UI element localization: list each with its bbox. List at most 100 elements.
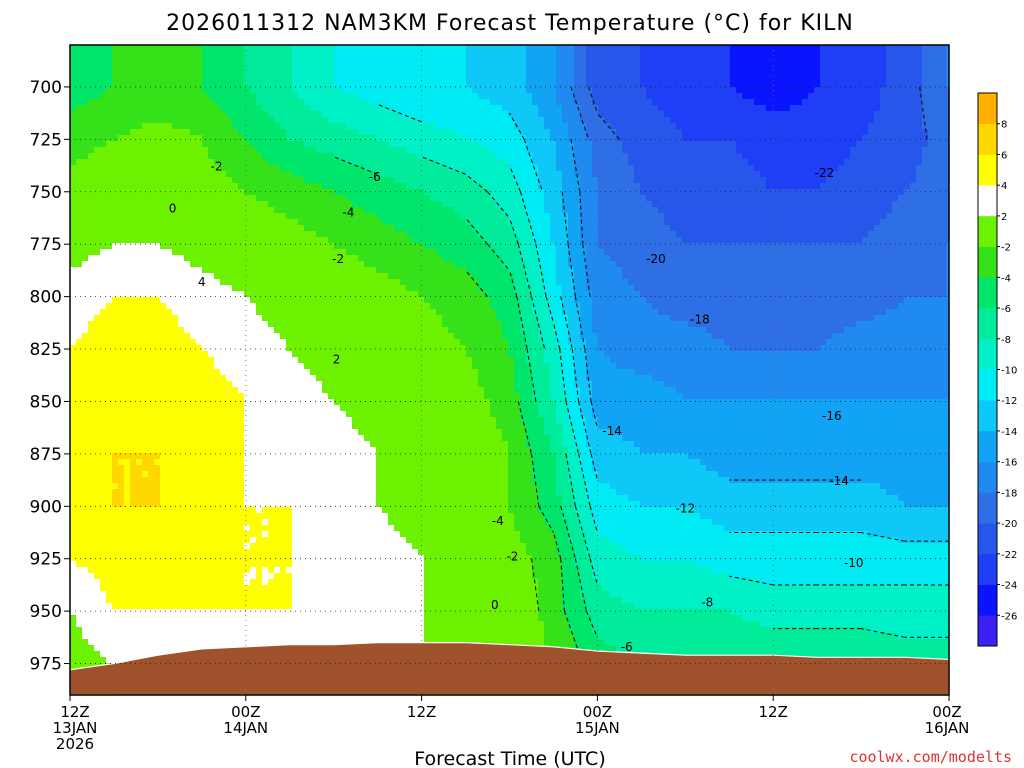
fill-cell	[244, 327, 251, 334]
fill-cell	[184, 639, 191, 646]
fill-cell	[220, 177, 227, 184]
fill-cell	[268, 531, 275, 538]
fill-cell	[70, 303, 77, 310]
fill-cell	[178, 441, 185, 448]
fill-cell	[70, 189, 77, 196]
fill-cell	[250, 531, 257, 538]
fill-cell	[142, 531, 149, 538]
fill-cell	[184, 165, 191, 172]
fill-cell	[316, 507, 323, 514]
fill-cell	[298, 273, 305, 280]
fill-cell	[310, 315, 317, 322]
fill-cell	[244, 273, 251, 280]
fill-cell	[262, 135, 269, 142]
fill-cell	[76, 543, 83, 550]
fill-cell	[178, 363, 185, 370]
fill-cell	[130, 465, 137, 472]
fill-cell	[130, 231, 137, 238]
fill-cell	[268, 597, 275, 604]
fill-cell	[250, 429, 257, 436]
fill-cell	[154, 435, 161, 442]
fill-cell	[238, 621, 245, 628]
fill-cell	[124, 45, 131, 52]
fill-cell	[250, 561, 257, 568]
fill-cell	[106, 579, 113, 586]
fill-cell	[286, 207, 293, 214]
fill-cell	[190, 321, 197, 328]
fill-cell	[304, 555, 311, 562]
fill-cell	[184, 267, 191, 274]
fill-cell	[280, 57, 287, 64]
fill-cell	[124, 453, 131, 460]
fill-cell	[184, 387, 191, 394]
fill-cell	[166, 105, 173, 112]
fill-cell	[286, 591, 293, 598]
fill-cell	[172, 201, 179, 208]
fill-cell	[70, 441, 77, 448]
fill-cell	[208, 195, 215, 202]
fill-cell	[226, 333, 233, 340]
fill-cell	[274, 105, 281, 112]
fill-cell	[82, 381, 89, 388]
fill-cell	[214, 195, 221, 202]
fill-cell	[76, 423, 83, 430]
fill-cell	[268, 513, 275, 520]
fill-cell	[88, 411, 95, 418]
fill-cell	[190, 237, 197, 244]
fill-cell	[70, 255, 77, 262]
fill-cell	[106, 285, 113, 292]
fill-cell	[334, 147, 341, 154]
fill-cell	[202, 249, 209, 256]
fill-cell	[310, 513, 317, 520]
fill-cell	[94, 645, 101, 652]
fill-cell	[310, 129, 317, 136]
fill-cell	[166, 369, 173, 376]
fill-cell	[178, 351, 185, 358]
fill-cell	[118, 561, 125, 568]
fill-cell	[88, 201, 95, 208]
fill-cell	[82, 201, 89, 208]
fill-cell	[262, 447, 269, 454]
fill-cell	[160, 219, 167, 226]
fill-cell	[130, 183, 137, 190]
fill-cell	[196, 525, 203, 532]
fill-cell	[100, 351, 107, 358]
fill-cell	[298, 603, 305, 610]
fill-cell	[268, 429, 275, 436]
fill-cell	[82, 537, 89, 544]
fill-cell	[160, 579, 167, 586]
fill-cell	[124, 261, 131, 268]
fill-cell	[280, 489, 287, 496]
fill-cell	[184, 465, 191, 472]
fill-cell	[274, 363, 281, 370]
fill-cell	[196, 507, 203, 514]
fill-cell	[226, 99, 233, 106]
fill-cell	[112, 213, 119, 220]
fill-cell	[148, 375, 155, 382]
fill-cell	[244, 621, 251, 628]
fill-cell	[232, 345, 239, 352]
fill-cell	[118, 321, 125, 328]
fill-cell	[244, 303, 251, 310]
fill-cell	[154, 261, 161, 268]
fill-cell	[82, 495, 89, 502]
fill-cell	[76, 231, 83, 238]
fill-cell	[130, 363, 137, 370]
fill-cell	[172, 249, 179, 256]
fill-cell	[154, 423, 161, 430]
fill-cell	[160, 459, 167, 466]
fill-cell	[256, 549, 263, 556]
fill-cell	[322, 393, 329, 400]
fill-cell	[328, 621, 335, 628]
fill-cell	[226, 237, 233, 244]
fill-cell	[328, 531, 335, 538]
fill-cell	[88, 363, 95, 370]
fill-cell	[124, 171, 131, 178]
fill-cell	[244, 555, 251, 562]
fill-cell	[82, 567, 89, 574]
fill-cell	[202, 399, 209, 406]
fill-cell	[208, 573, 215, 580]
fill-cell	[220, 231, 227, 238]
fill-cell	[274, 273, 281, 280]
fill-cell	[124, 477, 131, 484]
